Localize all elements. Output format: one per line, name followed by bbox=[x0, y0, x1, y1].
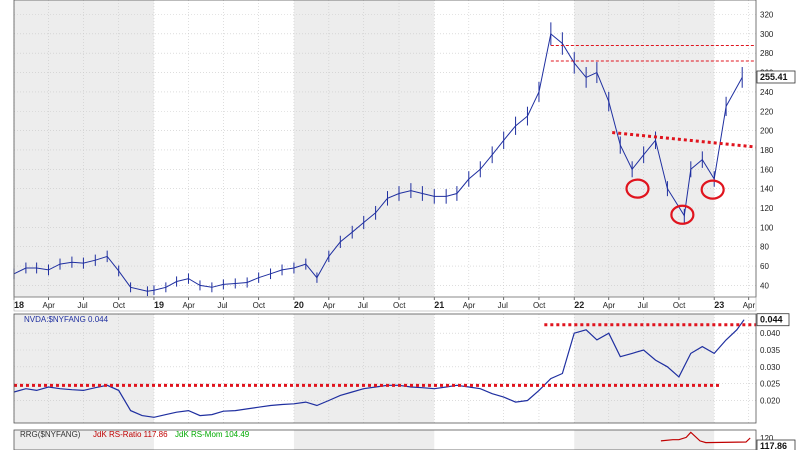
price-x-tick-label: Oct bbox=[113, 301, 126, 310]
price-x-tick-label: Apr bbox=[323, 301, 336, 310]
ratio-y-tick-label: 0.040 bbox=[760, 329, 781, 338]
price-y-tick-label: 60 bbox=[760, 262, 769, 271]
price-y-tick-label: 100 bbox=[760, 223, 774, 232]
price-x-tick-label: Jul bbox=[498, 301, 508, 310]
price-x-axis-strip bbox=[13, 296, 757, 312]
price-x-tick-label: Apr bbox=[463, 301, 476, 310]
ratio-y-tick-label: 0.025 bbox=[760, 380, 781, 389]
ratio-last-value-box bbox=[756, 313, 790, 327]
price-x-tick-label: 23 bbox=[714, 300, 724, 310]
rrg-year-shade-1 bbox=[293, 430, 435, 450]
rrg-y-tick-label: 120 bbox=[760, 434, 774, 443]
rrg-last-value-label: 117.86 bbox=[760, 441, 787, 450]
price-x-tick-label: Jul bbox=[358, 301, 368, 310]
price-x-tick-label: 19 bbox=[154, 300, 164, 310]
price-y-tick-label: 180 bbox=[760, 146, 774, 155]
price-year-shade-0 bbox=[14, 0, 154, 297]
price-x-tick-label: Apr bbox=[43, 301, 56, 310]
rrg-legend-mom: JdK RS-Mom 104.49 bbox=[175, 430, 250, 439]
price-y-tick-label: 220 bbox=[760, 107, 774, 116]
circled-low-0 bbox=[625, 178, 650, 199]
price-x-tick-label: Jul bbox=[77, 301, 87, 310]
price-x-tick-label: Jul bbox=[217, 301, 227, 310]
price-x-tick-label: Apr bbox=[603, 301, 616, 310]
circled-low-1 bbox=[670, 204, 695, 225]
price-y-tick-label: 240 bbox=[760, 88, 774, 97]
price-x-tick-label: Oct bbox=[533, 301, 546, 310]
circled-low-2 bbox=[700, 179, 725, 200]
price-x-tick-label: 21 bbox=[434, 300, 444, 310]
rrg-year-shade-0 bbox=[14, 430, 154, 450]
price-year-shade-1 bbox=[293, 0, 435, 297]
ratio-legend-label: NVDA:$NYFANG 0.044 bbox=[24, 315, 109, 324]
ratio-last-value-label: 0.044 bbox=[760, 315, 783, 325]
rrg-rs-ratio-line bbox=[660, 431, 751, 444]
price-x-tick-label: 20 bbox=[294, 300, 304, 310]
rrg-year-shade-2 bbox=[574, 430, 715, 450]
rrg-legend-ratio: JdK RS-Ratio 117.86 bbox=[93, 430, 168, 439]
neckline-trendline bbox=[612, 131, 757, 149]
ratio-year-shade-1 bbox=[293, 314, 435, 423]
price-x-tick-label: Oct bbox=[673, 301, 686, 310]
price-x-tick-label: Jul bbox=[638, 301, 648, 310]
price-y-tick-label: 160 bbox=[760, 165, 774, 174]
price-x-tick-label: 18 bbox=[14, 300, 24, 310]
ratio-y-tick-label: 0.020 bbox=[760, 396, 781, 405]
price-y-tick-label: 300 bbox=[760, 30, 774, 39]
price-x-tick-label: Apr bbox=[182, 301, 195, 310]
price-x-tick-label: Apr bbox=[743, 301, 756, 310]
price-y-tick-label: 200 bbox=[760, 127, 774, 136]
rrg-legend-prefix: RRG($NYFANG) bbox=[20, 430, 81, 439]
price-y-tick-label: 140 bbox=[760, 185, 774, 194]
ratio-y-tick-label: 0.035 bbox=[760, 346, 781, 355]
price-x-tick-label: 22 bbox=[574, 300, 584, 310]
price-y-tick-label: 120 bbox=[760, 204, 774, 213]
price-y-tick-label: 280 bbox=[760, 49, 774, 58]
price-last-value-label: 255.41 bbox=[760, 72, 788, 82]
price-y-tick-label: 320 bbox=[760, 11, 774, 20]
price-y-tick-label: 80 bbox=[760, 243, 769, 252]
ratio-year-shade-2 bbox=[574, 314, 715, 423]
price-last-value-box bbox=[756, 70, 796, 84]
ratio-year-shade-0 bbox=[14, 314, 154, 423]
ratio-y-tick-label: 0.030 bbox=[760, 363, 781, 372]
price-x-tick-label: Oct bbox=[253, 301, 266, 310]
ratio-panel-frame bbox=[13, 313, 757, 424]
price-x-tick-label: Oct bbox=[393, 301, 406, 310]
price-y-tick-label: 40 bbox=[760, 281, 769, 290]
price-year-shade-2 bbox=[574, 0, 715, 297]
